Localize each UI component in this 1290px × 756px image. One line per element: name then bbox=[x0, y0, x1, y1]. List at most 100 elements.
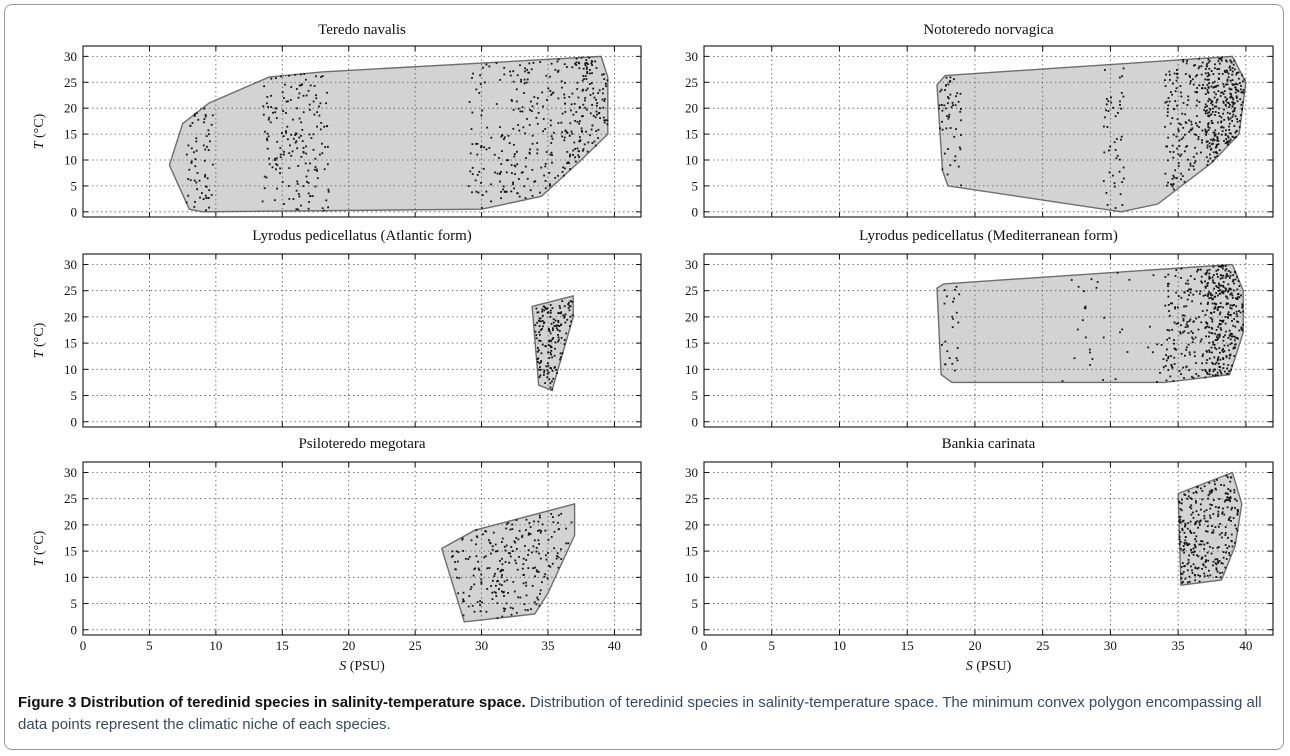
data-point bbox=[272, 111, 274, 114]
data-point bbox=[550, 135, 553, 138]
data-point bbox=[465, 557, 467, 560]
data-point bbox=[1232, 274, 1235, 276]
data-point bbox=[952, 104, 954, 107]
data-point bbox=[559, 352, 562, 355]
data-point bbox=[559, 358, 561, 361]
data-point bbox=[1210, 332, 1213, 334]
data-point bbox=[1218, 347, 1221, 349]
data-point bbox=[1182, 319, 1185, 322]
data-point bbox=[549, 309, 552, 312]
data-point bbox=[203, 121, 205, 124]
data-point bbox=[509, 555, 512, 558]
panel-title: Lyrodus pedicellatus (Atlantic form) bbox=[252, 228, 472, 244]
data-point bbox=[1191, 511, 1194, 514]
data-point bbox=[1188, 580, 1191, 583]
data-point bbox=[1105, 192, 1108, 194]
data-point bbox=[1209, 503, 1212, 506]
data-point bbox=[1203, 510, 1206, 513]
data-point bbox=[1206, 295, 1209, 297]
data-point bbox=[190, 147, 193, 150]
data-point bbox=[957, 321, 960, 324]
data-point bbox=[503, 73, 506, 76]
data-point bbox=[1207, 72, 1210, 74]
data-point bbox=[558, 325, 561, 327]
data-point bbox=[454, 561, 456, 563]
data-point bbox=[1210, 102, 1212, 105]
data-point bbox=[1215, 576, 1218, 578]
data-point bbox=[511, 523, 514, 526]
data-point bbox=[544, 529, 547, 532]
data-point bbox=[457, 592, 459, 595]
data-point bbox=[1181, 498, 1183, 501]
data-point bbox=[514, 541, 517, 544]
data-point bbox=[1211, 531, 1213, 534]
data-point bbox=[1201, 498, 1204, 501]
data-point bbox=[1213, 311, 1216, 313]
data-point bbox=[534, 566, 536, 569]
data-point bbox=[1214, 487, 1217, 490]
data-point bbox=[205, 197, 208, 199]
data-point bbox=[1216, 286, 1219, 288]
data-point bbox=[313, 168, 316, 171]
data-point bbox=[1184, 577, 1187, 580]
data-point bbox=[1167, 355, 1170, 358]
data-point bbox=[1241, 329, 1244, 332]
data-point bbox=[475, 555, 478, 558]
data-point bbox=[1199, 503, 1202, 506]
data-point bbox=[1231, 364, 1233, 367]
data-point bbox=[503, 66, 506, 69]
x-axis-var: S bbox=[339, 659, 346, 674]
data-point bbox=[1194, 336, 1197, 339]
data-point bbox=[1209, 148, 1212, 151]
data-point bbox=[504, 608, 507, 610]
data-point bbox=[1180, 296, 1183, 299]
data-point bbox=[1211, 122, 1214, 125]
data-point bbox=[279, 147, 282, 149]
data-point bbox=[1178, 122, 1181, 125]
data-point bbox=[477, 567, 480, 570]
data-point bbox=[1171, 93, 1173, 96]
caption-title: Figure 3 Distribution of teredinid speci… bbox=[18, 694, 526, 711]
data-point bbox=[1206, 282, 1209, 285]
data-point bbox=[305, 94, 308, 97]
data-point bbox=[949, 127, 952, 129]
data-point bbox=[276, 187, 278, 190]
x-tick-label: 40 bbox=[608, 638, 621, 653]
data-point bbox=[482, 533, 484, 536]
data-point bbox=[1106, 204, 1109, 206]
data-point bbox=[462, 598, 465, 601]
data-point bbox=[1233, 59, 1236, 62]
data-point bbox=[1241, 91, 1244, 93]
data-point bbox=[480, 182, 482, 184]
data-point bbox=[1222, 367, 1225, 369]
data-point bbox=[563, 339, 566, 341]
data-point bbox=[1224, 566, 1227, 569]
data-point bbox=[1233, 68, 1236, 71]
data-point bbox=[584, 99, 586, 102]
data-point bbox=[947, 96, 949, 98]
data-point bbox=[1209, 292, 1212, 295]
data-point bbox=[545, 365, 548, 368]
data-point bbox=[1208, 341, 1211, 344]
data-point bbox=[1233, 282, 1235, 285]
data-point bbox=[540, 360, 542, 362]
data-point bbox=[500, 191, 502, 193]
data-point bbox=[535, 117, 538, 119]
data-point bbox=[549, 153, 552, 156]
data-point bbox=[1239, 119, 1241, 122]
data-point bbox=[582, 103, 585, 106]
data-point bbox=[499, 570, 502, 573]
data-point bbox=[1192, 377, 1195, 379]
y-tick-label: 25 bbox=[685, 491, 698, 506]
data-point bbox=[1206, 574, 1209, 577]
data-point bbox=[555, 325, 557, 327]
data-point bbox=[1233, 125, 1236, 127]
data-point bbox=[549, 75, 551, 78]
data-point bbox=[560, 311, 563, 314]
data-point bbox=[480, 206, 483, 209]
data-point bbox=[325, 199, 328, 202]
data-point bbox=[1184, 565, 1186, 567]
data-point bbox=[1196, 567, 1199, 570]
data-point bbox=[533, 539, 536, 542]
data-point bbox=[470, 128, 473, 130]
